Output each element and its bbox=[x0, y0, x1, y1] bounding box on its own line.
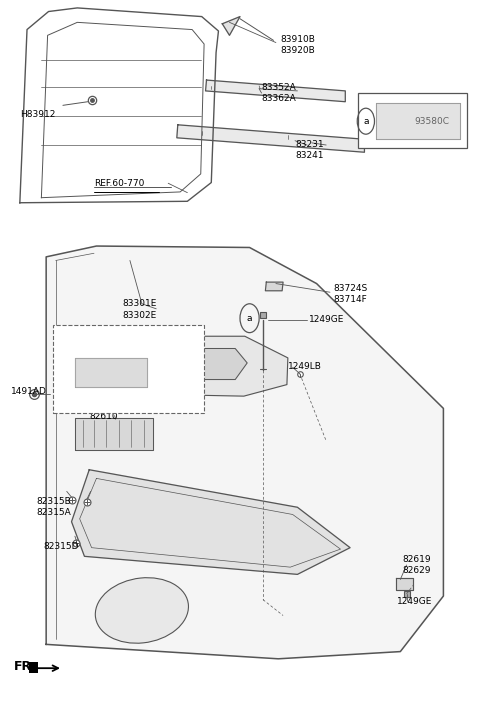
Polygon shape bbox=[265, 282, 283, 291]
Polygon shape bbox=[75, 358, 147, 387]
Text: 82620
82610: 82620 82610 bbox=[89, 401, 118, 421]
Text: 83231
83241: 83231 83241 bbox=[295, 140, 324, 160]
Polygon shape bbox=[205, 80, 345, 102]
Polygon shape bbox=[222, 17, 240, 35]
Text: a: a bbox=[247, 314, 252, 322]
Text: (W/SIDE MANUAL)
83610B
83620B: (W/SIDE MANUAL) 83610B 83620B bbox=[70, 336, 151, 368]
Text: H83912: H83912 bbox=[20, 110, 55, 119]
Text: a: a bbox=[363, 116, 369, 126]
Polygon shape bbox=[144, 348, 247, 380]
Text: 82315D: 82315D bbox=[44, 542, 79, 552]
Polygon shape bbox=[177, 125, 364, 153]
Text: REF.60-770: REF.60-770 bbox=[94, 179, 144, 188]
Text: 83910B
83920B: 83910B 83920B bbox=[281, 35, 315, 56]
Polygon shape bbox=[75, 418, 153, 450]
Text: 1249GE: 1249GE bbox=[310, 315, 345, 324]
Text: 83301E
83302E: 83301E 83302E bbox=[123, 299, 157, 320]
Text: 83724S
83714F: 83724S 83714F bbox=[333, 284, 368, 304]
FancyBboxPatch shape bbox=[358, 93, 468, 148]
Bar bbox=[29, 662, 38, 673]
Polygon shape bbox=[46, 246, 444, 659]
Ellipse shape bbox=[96, 578, 189, 643]
Polygon shape bbox=[72, 470, 350, 574]
Text: 1249GE: 1249GE bbox=[397, 596, 432, 606]
Text: 83352A
83362A: 83352A 83362A bbox=[262, 83, 296, 103]
Text: 82619
82629: 82619 82629 bbox=[403, 555, 432, 575]
Polygon shape bbox=[396, 578, 413, 590]
Text: 82315B
82315A: 82315B 82315A bbox=[36, 497, 72, 518]
Text: 93580C: 93580C bbox=[415, 116, 450, 126]
FancyBboxPatch shape bbox=[53, 325, 204, 414]
Text: 1249LB: 1249LB bbox=[288, 362, 322, 371]
Text: FR.: FR. bbox=[14, 659, 37, 672]
Polygon shape bbox=[134, 336, 288, 396]
Polygon shape bbox=[376, 103, 460, 140]
Text: 1491AD: 1491AD bbox=[11, 388, 47, 396]
